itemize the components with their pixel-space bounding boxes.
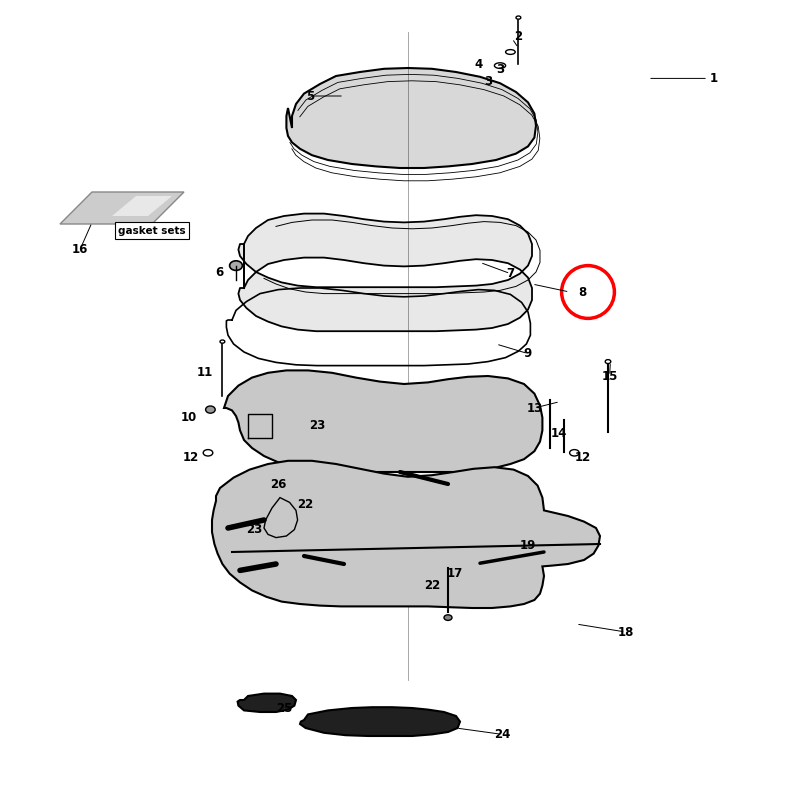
Text: 7: 7 [506,267,514,280]
Ellipse shape [444,614,452,621]
Polygon shape [300,707,460,736]
Polygon shape [238,214,532,331]
Text: 1: 1 [710,72,718,85]
Text: 10: 10 [181,411,197,424]
Text: 15: 15 [602,370,618,382]
Ellipse shape [423,718,441,728]
Ellipse shape [256,698,272,708]
Ellipse shape [206,406,215,414]
Text: 17: 17 [446,567,462,580]
Text: 13: 13 [526,402,542,414]
Text: gasket sets: gasket sets [118,226,186,235]
Text: 3: 3 [484,75,492,88]
Text: 23: 23 [246,523,262,536]
Text: 8: 8 [578,286,586,298]
Polygon shape [286,68,536,168]
Polygon shape [112,196,172,216]
Text: 4: 4 [474,58,482,70]
Text: 11: 11 [197,366,213,378]
Text: 24: 24 [494,728,510,741]
Polygon shape [264,498,298,538]
Text: 25: 25 [276,702,292,714]
Text: 22: 22 [424,579,440,592]
Polygon shape [60,192,184,224]
Ellipse shape [230,261,242,270]
Text: 2: 2 [514,30,522,42]
Text: 9: 9 [524,347,532,360]
Text: 18: 18 [618,626,634,638]
Text: 5: 5 [306,90,314,102]
Text: 23: 23 [309,419,325,432]
Polygon shape [224,370,542,472]
Text: 14: 14 [550,427,566,440]
Text: 12: 12 [182,451,198,464]
Text: 16: 16 [72,243,88,256]
Text: 26: 26 [270,478,286,490]
Text: 12: 12 [574,451,590,464]
Text: 3: 3 [496,63,504,76]
Text: 6: 6 [215,266,223,278]
Polygon shape [212,461,600,608]
Text: 19: 19 [520,539,536,552]
Polygon shape [238,694,296,712]
Text: 22: 22 [298,498,314,510]
Ellipse shape [323,718,341,728]
